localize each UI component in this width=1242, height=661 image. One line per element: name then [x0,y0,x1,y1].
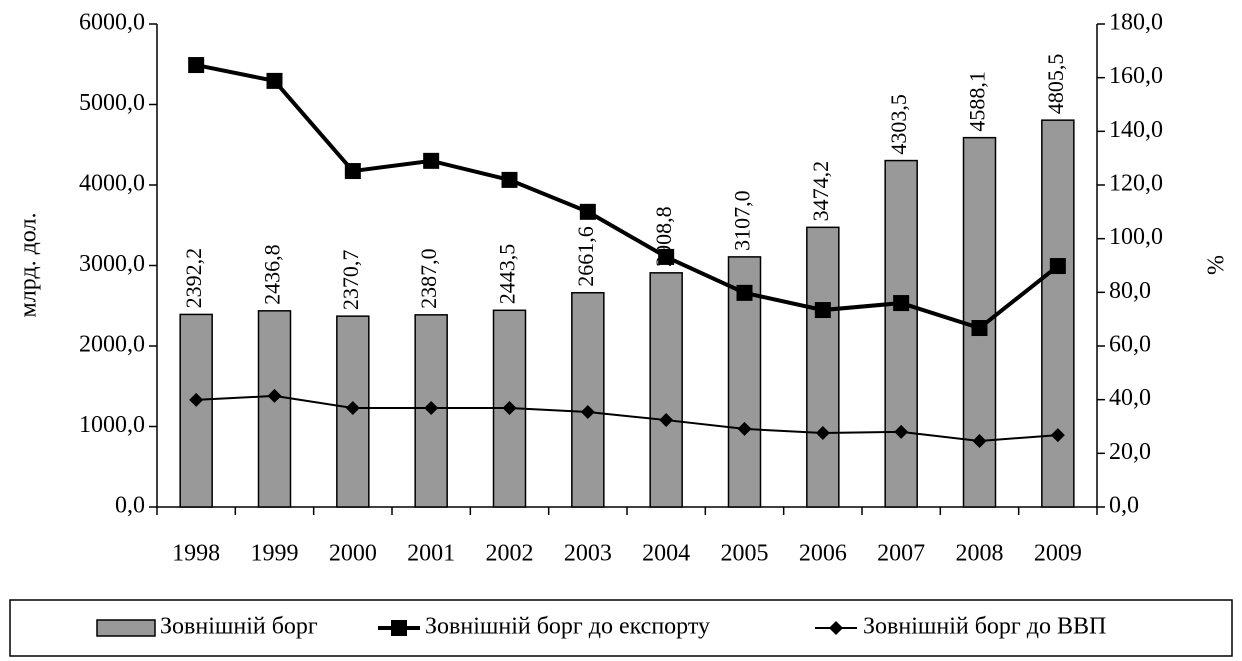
marker [894,424,909,439]
bar [806,226,840,508]
value-label: 2370,7 [338,250,363,311]
x-tick-label: 2006 [799,541,847,567]
x-tick-label: 2009 [1034,541,1082,567]
bar [1041,119,1075,508]
bar [884,159,918,508]
marker [580,405,595,420]
y2-tick-label: 0,0 [1109,493,1139,519]
marker [424,400,439,415]
legend-box [9,599,1233,657]
legend-label: Зовнішній борг [160,614,318,640]
marker [266,72,283,89]
y-axis-label: млрд. дол. [16,213,42,318]
y-tick-label: 5000,0 [79,90,145,116]
x-tick-label: 2004 [642,541,690,567]
marker [189,392,204,407]
value-label: 3107,0 [730,190,755,251]
marker [736,284,753,301]
x-tick-label: 2007 [877,541,925,567]
y2-tick-label: 40,0 [1109,385,1151,411]
legend-marker [829,621,843,635]
legend-marker [391,620,407,636]
value-label: 2387,0 [416,248,441,309]
legend-label: Зовнішній борг до ВВП [863,614,1106,640]
marker [658,248,675,265]
marker [188,57,205,74]
bar [179,313,213,508]
y-tick-label: 2000,0 [79,332,145,358]
value-label: 3474,2 [808,161,833,222]
y2-tick-label: 60,0 [1109,332,1151,358]
y-tick-label: 0,0 [115,493,145,519]
y-tick-label: 6000,0 [79,10,145,36]
marker [814,302,831,319]
marker [971,320,988,337]
y-tick-label: 3000,0 [79,251,145,277]
y-tick-label: 4000,0 [79,171,145,197]
y2-tick-label: 140,0 [1109,117,1163,143]
marker [579,203,596,220]
y2-axis-label: % [1204,255,1230,275]
y2-tick-label: 160,0 [1109,63,1163,89]
value-label: 4588,1 [965,71,990,132]
legend-swatch [96,619,156,637]
marker [893,295,910,312]
marker [1050,428,1065,443]
bar [257,310,292,508]
marker [972,433,987,448]
y2-tick-label: 120,0 [1109,171,1163,197]
marker [267,388,282,403]
marker [737,421,752,436]
line [195,63,1060,331]
value-label: 2392,2 [181,248,206,309]
legend-label: Зовнішній борг до експорту [425,614,710,640]
marker [659,413,674,428]
marker [1049,258,1066,275]
y2-tick-label: 100,0 [1109,224,1163,250]
marker [502,400,517,415]
y2-tick-label: 80,0 [1109,278,1151,304]
value-label: 2661,6 [573,226,598,287]
y2-tick-label: 180,0 [1109,10,1163,36]
value-label: 2443,5 [495,244,520,305]
bar [571,291,605,508]
x-tick-label: 2001 [407,541,455,567]
x-tick-label: 2003 [564,541,612,567]
marker [344,163,361,180]
marker [501,171,518,188]
line [196,394,1058,442]
x-tick-label: 1999 [251,541,299,567]
bar [649,272,683,508]
x-tick-label: 2002 [486,541,534,567]
marker [815,425,830,440]
x-tick-label: 1998 [172,541,220,567]
marker [345,400,360,415]
marker [423,152,440,169]
x-tick-label: 2008 [956,541,1004,567]
value-label: 2436,8 [260,244,285,305]
value-label: 4303,5 [886,94,911,155]
y2-tick-label: 20,0 [1109,439,1151,465]
x-tick-label: 2000 [329,541,377,567]
y-tick-label: 1000,0 [79,412,145,438]
value-label: 4805,5 [1043,54,1068,115]
x-tick-label: 2005 [721,541,769,567]
